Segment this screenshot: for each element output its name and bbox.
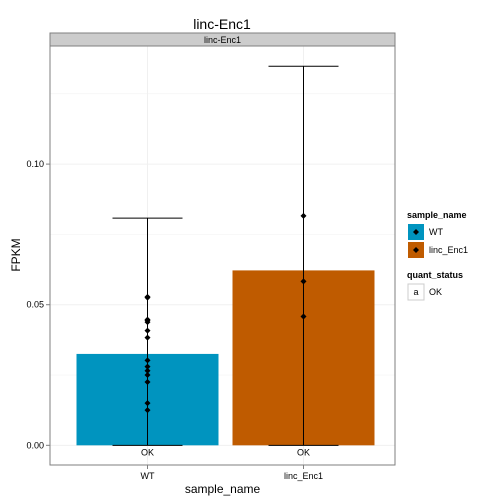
data-point — [144, 407, 151, 414]
x-tick-label: linc_Enc1 — [284, 471, 323, 481]
x-axis-title: sample_name — [185, 482, 261, 496]
data-point — [144, 400, 151, 407]
data-points — [144, 212, 307, 414]
legend-label: linc_Enc1 — [429, 245, 468, 255]
legend-key-point — [413, 229, 419, 235]
y-tick-label: 0.00 — [26, 440, 44, 450]
legend-key-glyph: a — [413, 287, 418, 297]
data-point — [144, 316, 151, 323]
x-axis: WT linc_Enc1 — [141, 465, 323, 481]
data-point — [144, 357, 151, 364]
data-point — [144, 334, 151, 341]
facet-strip-label: linc-Enc1 — [204, 35, 241, 45]
legend-title: sample_name — [407, 210, 467, 220]
plot-panel-border — [49, 45, 396, 466]
y-axis-title: FPKM — [9, 238, 23, 271]
quant-status-label: OK — [297, 447, 310, 457]
legend-label: WT — [429, 227, 443, 237]
legend-label: OK — [429, 287, 442, 297]
data-point — [144, 293, 151, 300]
y-tick-label: 0.10 — [26, 159, 44, 169]
legend-key-point — [413, 247, 419, 253]
x-tick-label: WT — [141, 471, 155, 481]
quant-status-label: OK — [141, 447, 154, 457]
legend-title: quant_status — [407, 270, 463, 280]
legend-key — [407, 283, 425, 301]
y-axis: 0.00 0.05 0.10 — [26, 159, 50, 450]
data-point — [144, 367, 151, 374]
chart-title: linc-Enc1 — [193, 16, 251, 32]
data-point — [144, 327, 151, 334]
y-tick-label: 0.05 — [26, 300, 44, 310]
quant-status-labels: OK OK — [141, 447, 310, 457]
data-point — [300, 313, 307, 320]
data-point — [144, 372, 151, 379]
data-point — [144, 379, 151, 386]
data-point — [144, 363, 151, 370]
data-point — [300, 278, 307, 285]
data-point — [300, 212, 307, 219]
